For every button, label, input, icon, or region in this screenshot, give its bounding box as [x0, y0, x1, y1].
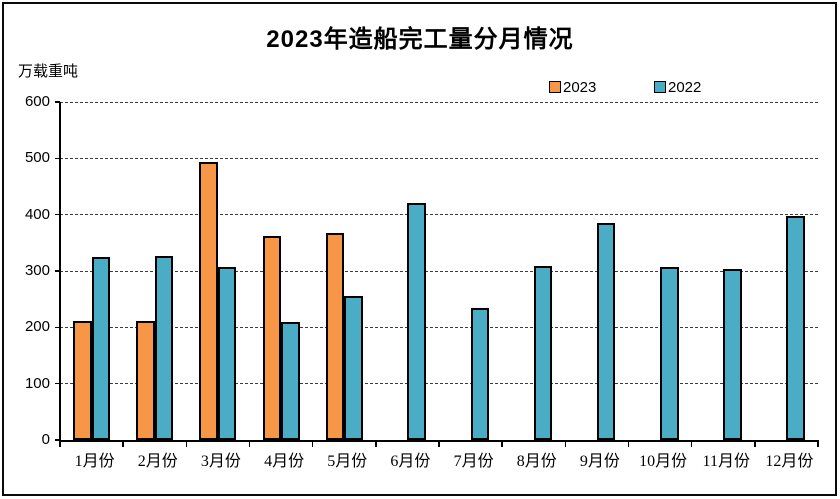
x-axis-label-1月份: 1月份 [74, 453, 115, 470]
x-axis-label-12月份: 12月份 [765, 453, 814, 470]
x-tick-mark-6 [438, 442, 440, 447]
bar-2023-1月份 [73, 320, 92, 440]
bar-2022-2月份 [154, 255, 174, 440]
y-tick-mark-200 [55, 326, 60, 329]
y-tick-mark-600 [55, 101, 60, 103]
legend-label-2022: 2022 [668, 78, 702, 96]
bar-2023-4月份 [262, 235, 282, 440]
x-axis-label-9月份: 9月份 [579, 453, 620, 470]
y-tick-label-400: 400 [24, 205, 50, 223]
gridline-300 [60, 270, 818, 272]
gridline-500 [60, 157, 818, 159]
legend-item-2023: 2023 [549, 78, 597, 96]
x-tick-mark-7 [501, 442, 503, 447]
y-tick-mark-300 [55, 270, 60, 272]
x-axis-label-8月份: 8月份 [516, 453, 557, 470]
x-axis-label-4月份: 4月份 [264, 453, 305, 470]
x-axis-line [59, 440, 819, 442]
x-axis-label-5月份: 5月份 [327, 453, 368, 470]
x-axis-label-11月份: 11月份 [702, 453, 750, 470]
bar-2022-11月份 [723, 269, 742, 440]
bar-2023-3月份 [199, 162, 218, 440]
y-tick-mark-500 [55, 157, 60, 160]
y-tick-label-300: 300 [24, 262, 50, 279]
bar-2022-5月份 [344, 295, 363, 440]
bar-2022-3月份 [217, 267, 237, 440]
bar-2022-9月份 [596, 223, 616, 440]
legend-item-2022: 2022 [654, 78, 702, 96]
x-axis-label-3月份: 3月份 [200, 453, 241, 470]
x-tick-mark-4 [311, 442, 314, 447]
gridline-400 [60, 214, 818, 216]
legend-swatch-2022 [654, 81, 666, 93]
y-tick-mark-400 [55, 213, 60, 216]
y-tick-label-100: 100 [24, 374, 50, 392]
chart-title: 2023年造船完工量分月情况 [266, 26, 574, 53]
x-axis-label-6月份: 6月份 [390, 453, 431, 470]
bar-2022-10月份 [660, 267, 679, 440]
bar-2023-2月份 [136, 320, 155, 440]
x-tick-mark-10 [690, 442, 693, 447]
x-tick-mark-11 [754, 442, 756, 447]
x-tick-mark-8 [564, 442, 567, 447]
x-tick-mark-9 [627, 442, 630, 447]
x-tick-mark-2 [185, 442, 188, 447]
x-tick-mark-12 [817, 442, 819, 447]
y-tick-label-500: 500 [24, 149, 50, 167]
y-tick-label-200: 200 [24, 318, 50, 336]
y-tick-mark-100 [55, 382, 60, 385]
x-tick-mark-3 [248, 442, 251, 447]
legend-label-2023: 2023 [563, 78, 597, 96]
y-axis-unit-label: 万载重吨 [18, 64, 79, 80]
bar-2022-1月份 [91, 256, 111, 440]
bar-2022-8月份 [533, 266, 553, 440]
x-axis-label-2月份: 2月份 [137, 453, 178, 470]
x-tick-mark-1 [122, 442, 124, 447]
x-tick-mark-0 [59, 442, 61, 447]
legend-swatch-2023 [549, 81, 561, 93]
bar-2023-5月份 [325, 233, 345, 440]
bar-2022-7月份 [470, 307, 490, 440]
bar-2022-4月份 [281, 321, 300, 440]
gridline-600 [60, 101, 818, 103]
bar-2022-12月份 [786, 216, 805, 440]
x-axis-label-10月份: 10月份 [639, 453, 688, 470]
gridline-100 [60, 383, 818, 385]
x-tick-mark-5 [375, 442, 377, 447]
y-tick-mark-0 [55, 439, 60, 441]
bar-2022-6月份 [407, 202, 426, 440]
y-tick-label-600: 600 [24, 93, 50, 110]
y-axis-line [59, 102, 61, 442]
gridline-200 [60, 326, 818, 328]
y-tick-label-0: 0 [41, 431, 50, 448]
x-axis-label-7月份: 7月份 [453, 453, 494, 470]
